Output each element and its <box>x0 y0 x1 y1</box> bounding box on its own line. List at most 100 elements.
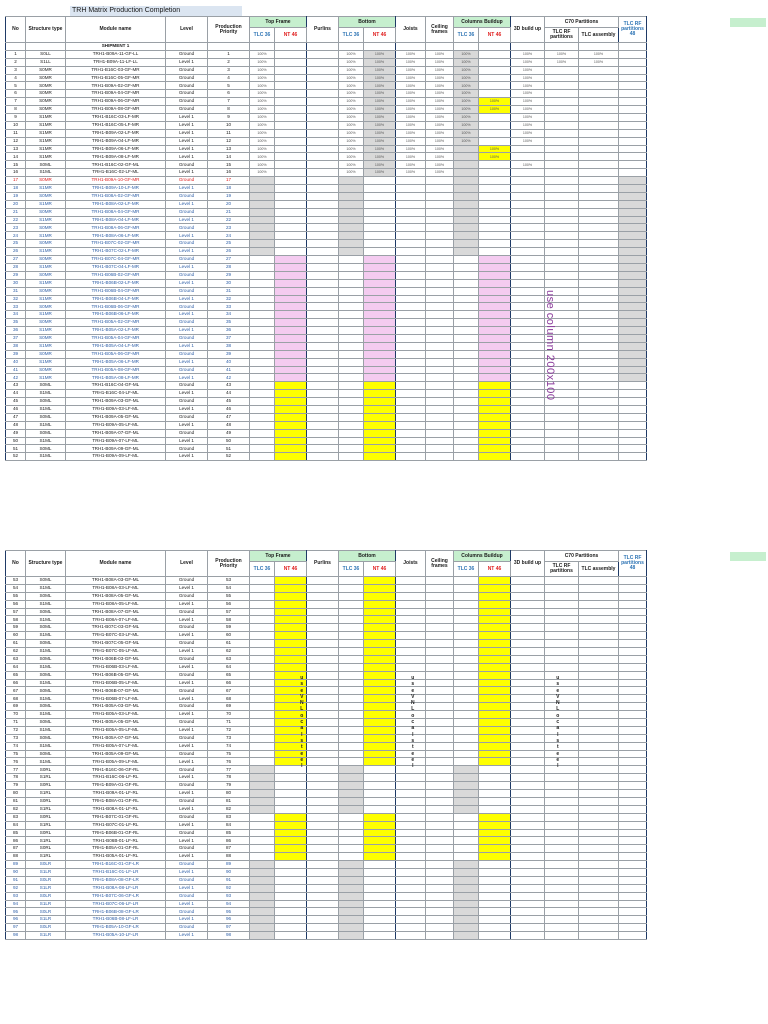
cell-3d-build-up[interactable] <box>510 773 545 783</box>
cell-joists[interactable] <box>395 931 426 940</box>
cell-columns-tlc[interactable] <box>453 397 479 406</box>
cell-3d-build-up[interactable] <box>510 207 545 217</box>
cell-ceiling-frames[interactable] <box>425 883 454 893</box>
cell-tlc-rf-48[interactable] <box>618 97 647 107</box>
cell-tlc-assembly[interactable] <box>578 239 619 249</box>
cell-top-frame-nt[interactable] <box>274 357 307 367</box>
cell-top-frame-nt[interactable] <box>274 389 307 399</box>
cell-tlc-assembly[interactable] <box>578 615 619 625</box>
cell-bottom-tlc[interactable] <box>338 397 364 406</box>
cell-bottom-nt[interactable] <box>363 412 396 422</box>
cell-joists[interactable]: 100% <box>395 49 426 59</box>
cell-tlc-rf-48[interactable] <box>618 294 647 304</box>
cell-columns-tlc[interactable] <box>453 207 479 217</box>
cell-top-frame-tlc[interactable] <box>249 381 275 391</box>
cell-ceiling-frames[interactable] <box>425 349 454 359</box>
cell-joists[interactable]: 100% <box>395 97 426 107</box>
cell-columns-nt[interactable] <box>478 883 511 893</box>
cell-purlins[interactable] <box>306 215 339 225</box>
cell-ceiling-frames[interactable] <box>425 176 454 186</box>
cell-bottom-nt[interactable] <box>363 741 396 751</box>
cell-columns-nt[interactable] <box>478 49 511 59</box>
cell-bottom-tlc[interactable] <box>338 239 364 249</box>
cell-bottom-nt[interactable]: 100% <box>363 81 396 91</box>
cell-3d-build-up[interactable]: 100% <box>510 136 545 146</box>
cell-bottom-nt[interactable] <box>363 333 396 343</box>
cell-3d-build-up[interactable] <box>510 452 545 462</box>
cell-columns-tlc[interactable] <box>453 389 479 399</box>
cell-purlins[interactable] <box>306 223 339 233</box>
cell-joists[interactable]: 100% <box>395 160 426 170</box>
cell-bottom-tlc[interactable] <box>338 389 364 399</box>
cell-bottom-tlc[interactable] <box>338 326 364 335</box>
cell-top-frame-tlc[interactable]: 100% <box>249 65 275 75</box>
cell-columns-tlc[interactable]: 100% <box>453 65 479 75</box>
cell-tlc-assembly[interactable] <box>578 262 619 272</box>
cell-tlc-assembly[interactable] <box>578 923 619 933</box>
cell-ceiling-frames[interactable] <box>425 615 454 625</box>
cell-columns-tlc[interactable] <box>453 176 479 186</box>
cell-columns-nt[interactable] <box>478 662 511 672</box>
cell-top-frame-tlc[interactable] <box>249 176 275 186</box>
cell-top-frame-tlc[interactable] <box>249 662 275 672</box>
cell-tlc-assembly[interactable] <box>578 828 619 838</box>
cell-columns-tlc[interactable] <box>453 654 479 664</box>
cell-tlc-rf-partitions[interactable] <box>544 113 579 122</box>
cell-bottom-nt[interactable] <box>363 733 396 743</box>
cell-columns-tlc[interactable] <box>453 341 479 351</box>
cell-top-frame-nt[interactable] <box>274 923 307 933</box>
cell-bottom-tlc[interactable] <box>338 404 364 414</box>
cell-ceiling-frames[interactable]: 100% <box>425 105 454 115</box>
cell-purlins[interactable] <box>306 436 339 446</box>
cell-tlc-rf-partitions[interactable] <box>544 789 579 798</box>
cell-bottom-nt[interactable] <box>363 428 396 438</box>
cell-purlins[interactable] <box>306 899 339 909</box>
cell-3d-build-up[interactable] <box>510 199 545 209</box>
cell-3d-build-up[interactable] <box>510 923 545 933</box>
cell-bottom-nt[interactable] <box>363 255 396 264</box>
cell-tlc-rf-partitions[interactable] <box>544 718 579 727</box>
cell-bottom-tlc[interactable] <box>338 875 364 885</box>
cell-columns-tlc[interactable] <box>453 428 479 438</box>
cell-tlc-assembly[interactable] <box>578 631 619 641</box>
cell-bottom-nt[interactable]: 100% <box>363 65 396 75</box>
cell-bottom-tlc[interactable]: 100% <box>338 73 364 83</box>
cell-top-frame-nt[interactable] <box>274 199 307 209</box>
cell-columns-tlc[interactable] <box>453 899 479 909</box>
cell-tlc-assembly[interactable] <box>578 176 619 186</box>
cell-columns-nt[interactable] <box>478 215 511 225</box>
cell-columns-tlc[interactable] <box>453 733 479 743</box>
cell-columns-tlc[interactable]: 100% <box>453 57 479 67</box>
cell-bottom-nt[interactable] <box>363 239 396 249</box>
cell-columns-nt[interactable] <box>478 686 511 696</box>
cell-ceiling-frames[interactable] <box>425 670 454 680</box>
cell-tlc-rf-partitions[interactable] <box>544 883 579 893</box>
cell-top-frame-nt[interactable] <box>274 404 307 414</box>
cell-columns-nt[interactable] <box>478 381 511 391</box>
cell-tlc-assembly[interactable] <box>578 381 619 391</box>
cell-columns-nt[interactable] <box>478 404 511 414</box>
cell-top-frame-tlc[interactable] <box>249 702 275 712</box>
cell-columns-tlc[interactable] <box>453 718 479 727</box>
cell-tlc-assembly[interactable] <box>578 733 619 743</box>
cell-top-frame-nt[interactable] <box>274 583 307 593</box>
cell-tlc-rf-partitions[interactable] <box>544 231 579 241</box>
cell-purlins[interactable] <box>306 262 339 272</box>
cell-top-frame-tlc[interactable] <box>249 247 275 257</box>
cell-tlc-rf-partitions[interactable] <box>544 662 579 672</box>
cell-columns-tlc[interactable] <box>453 883 479 893</box>
cell-columns-tlc[interactable] <box>453 891 479 901</box>
cell-ceiling-frames[interactable] <box>425 812 454 822</box>
cell-columns-tlc[interactable] <box>453 686 479 696</box>
cell-tlc-rf-partitions[interactable] <box>544 65 579 75</box>
cell-tlc-assembly[interactable] <box>578 404 619 414</box>
cell-columns-nt[interactable] <box>478 804 511 814</box>
cell-purlins[interactable] <box>306 389 339 399</box>
cell-tlc-rf-48[interactable] <box>618 310 647 320</box>
cell-tlc-rf-48[interactable] <box>618 891 647 901</box>
cell-purlins[interactable] <box>306 341 339 351</box>
cell-3d-build-up[interactable] <box>510 428 545 438</box>
cell-top-frame-tlc[interactable] <box>249 223 275 233</box>
cell-joists[interactable]: 100% <box>395 113 426 122</box>
cell-purlins[interactable] <box>306 357 339 367</box>
